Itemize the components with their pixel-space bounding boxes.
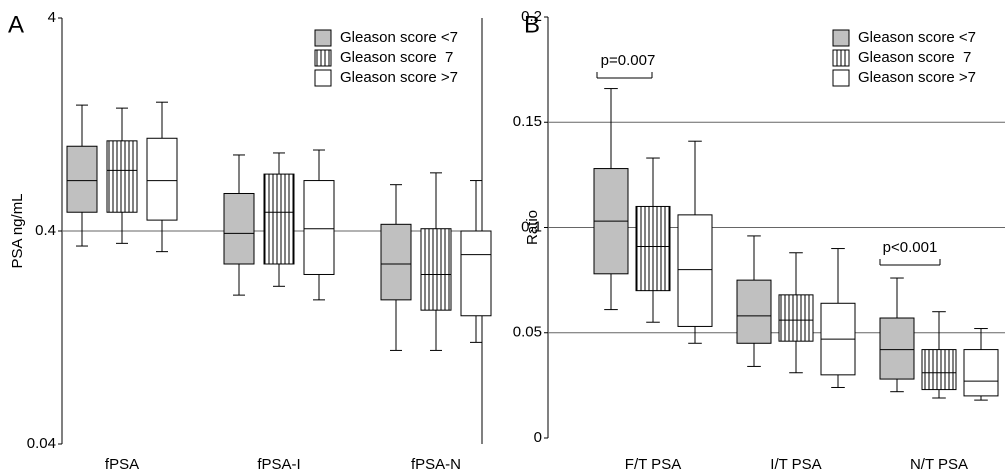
annotation: p<0.001 xyxy=(883,239,938,256)
x-tick-label: fPSA-N xyxy=(411,456,461,473)
y-tick-label: 0.15 xyxy=(513,113,542,130)
box xyxy=(380,223,412,301)
box xyxy=(146,137,178,221)
y-tick-label: 0.1 xyxy=(521,218,542,235)
y-tick-label: 0.4 xyxy=(35,222,56,239)
box xyxy=(778,294,814,342)
box xyxy=(635,205,671,292)
legend-swatch xyxy=(314,29,332,47)
x-tick-label: I/T PSA xyxy=(770,456,821,473)
y-tick-label: 0 xyxy=(534,429,542,446)
box xyxy=(460,230,492,317)
panel-label: A xyxy=(8,11,24,38)
y-tick-label: 0.04 xyxy=(27,435,56,452)
annotation: p=0.007 xyxy=(601,52,656,69)
box xyxy=(963,349,999,397)
bracket xyxy=(596,72,653,79)
y-tick-label: 0.2 xyxy=(521,8,542,25)
box xyxy=(736,279,772,344)
legend-swatch xyxy=(832,29,850,47)
legend-swatch xyxy=(832,69,850,87)
legend-swatch xyxy=(832,49,850,67)
panel-label: B xyxy=(524,11,540,38)
bracket xyxy=(879,259,941,266)
x-tick-label: fPSA xyxy=(105,456,139,473)
x-tick-label: fPSA-I xyxy=(257,456,300,473)
box xyxy=(263,173,295,265)
x-tick-label: F/T PSA xyxy=(625,456,681,473)
y-tick-label: 4 xyxy=(48,9,56,26)
legend-label: Gleason score 7 xyxy=(858,49,971,66)
legend-label: Gleason score 7 xyxy=(340,49,453,66)
box xyxy=(420,228,452,311)
legend-label: Gleason score <7 xyxy=(858,29,976,46)
box xyxy=(921,349,957,391)
box xyxy=(677,214,713,327)
legend-label: Gleason score >7 xyxy=(340,69,458,86)
box xyxy=(303,180,335,275)
x-tick-label: N/T PSA xyxy=(910,456,968,473)
box xyxy=(66,145,98,213)
y-tick-label: 0.05 xyxy=(513,324,542,341)
legend-swatch xyxy=(314,69,332,87)
legend-label: Gleason score >7 xyxy=(858,69,976,86)
box xyxy=(223,192,255,265)
box xyxy=(106,140,138,213)
legend-swatch xyxy=(314,49,332,67)
box xyxy=(879,317,915,380)
legend-label: Gleason score <7 xyxy=(340,29,458,46)
y-axis-label: PSA ng/mL xyxy=(9,193,26,268)
y-axis-label: Ratio xyxy=(524,210,541,245)
